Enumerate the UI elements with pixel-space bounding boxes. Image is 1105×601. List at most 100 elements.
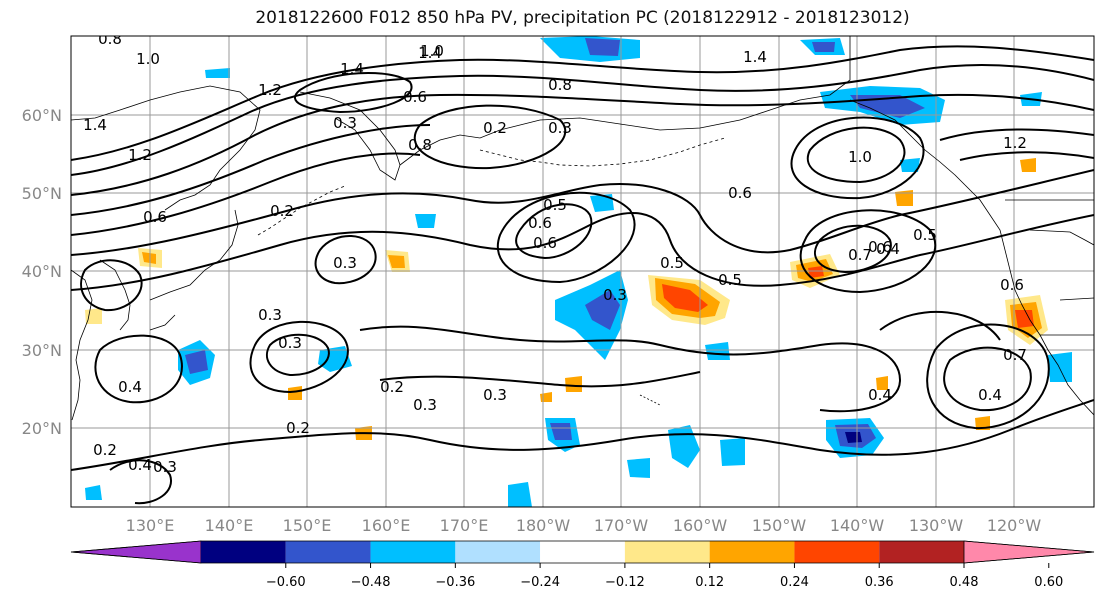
contour-label: 0.7 bbox=[1003, 346, 1027, 364]
contour-label: 1.4 bbox=[743, 48, 767, 66]
contour-label: 0.2 bbox=[270, 202, 294, 220]
pv-contour bbox=[790, 116, 925, 200]
contour-label: 0.6 bbox=[1000, 276, 1024, 294]
latitude-labels: 60°N 50°N 40°N 30°N 20°N bbox=[22, 106, 62, 438]
latitude-label: 40°N bbox=[22, 262, 62, 281]
precip-negative bbox=[1048, 352, 1072, 382]
precip-positive bbox=[1015, 310, 1034, 328]
contour-label: 0.2 bbox=[286, 419, 310, 437]
precip-negative bbox=[720, 438, 745, 466]
contour-label: 0.8 bbox=[98, 30, 122, 48]
precip-negative bbox=[705, 342, 730, 360]
contour-label: 0.2 bbox=[93, 441, 117, 459]
precip-negative bbox=[185, 350, 208, 374]
contour-label: 0.3 bbox=[413, 396, 437, 414]
colorbar-swatch bbox=[709, 541, 795, 563]
precip-negative bbox=[415, 214, 436, 228]
contour-label: 0.8 bbox=[548, 76, 572, 94]
precip-negative bbox=[845, 432, 862, 443]
contour-label: 0.7 bbox=[848, 246, 872, 264]
colorbar-swatch bbox=[879, 541, 964, 563]
contour-label: 1.4 bbox=[83, 116, 107, 134]
pv-contour bbox=[799, 209, 937, 294]
longitude-label: 180°W bbox=[516, 516, 571, 535]
contour-labels: 0.81.0 1.41.41.0 1.41.2 0.80.60.3 0.2 0.30.60… bbox=[83, 30, 1027, 476]
longitude-labels: 130°E 140°E 150°E 160°E 170°E 180°W 170°W 160°W… bbox=[126, 516, 1042, 535]
longitude-label: 120°W bbox=[987, 516, 1042, 535]
pv-contour bbox=[71, 212, 1094, 291]
colorbar-swatch bbox=[624, 541, 710, 563]
precip-positive bbox=[142, 252, 156, 264]
precip-negative bbox=[850, 95, 925, 118]
precip-negative bbox=[585, 38, 620, 56]
precip-negative bbox=[590, 194, 614, 212]
contour-label: 0.6 bbox=[868, 238, 892, 256]
pv-contour bbox=[379, 371, 701, 388]
precip-negative bbox=[85, 485, 102, 500]
precip-negative bbox=[585, 290, 620, 330]
pv-contour bbox=[71, 152, 421, 236]
precip-negative bbox=[550, 423, 572, 440]
pv-contour bbox=[879, 310, 1001, 341]
contour-label: 0.3 bbox=[603, 286, 627, 304]
pv-contour bbox=[314, 235, 377, 285]
precip-positive bbox=[662, 284, 708, 312]
colorbar-swatch bbox=[370, 541, 456, 563]
colorbar-swatch bbox=[201, 541, 286, 563]
contour-label: 0.5 bbox=[913, 226, 937, 244]
pv-contours bbox=[71, 45, 1094, 505]
longitude-label: 150°W bbox=[752, 516, 807, 535]
colorbar-swatch bbox=[455, 541, 541, 563]
precip-positive bbox=[895, 190, 913, 206]
map-frame bbox=[70, 35, 1095, 508]
longitude-label: 170°E bbox=[440, 516, 489, 535]
precip-negative bbox=[812, 42, 835, 52]
pv-contour bbox=[515, 203, 593, 260]
colorbar-tick-label: 0.24 bbox=[780, 575, 809, 590]
longitude-label: 160°W bbox=[673, 516, 728, 535]
map-title: 2018122600 F012 850 hPa PV, precipitatio… bbox=[255, 8, 910, 28]
contour-label: 0.4 bbox=[876, 240, 900, 258]
pv-contour bbox=[496, 191, 636, 284]
colorbar-tick-label: 0.36 bbox=[865, 575, 894, 590]
contour-label: 0.6 bbox=[533, 234, 557, 252]
contour-label: 0.8 bbox=[408, 136, 432, 154]
contour-label: 0.4 bbox=[118, 378, 142, 396]
pv-contour bbox=[71, 64, 1094, 176]
contour-label: 0.4 bbox=[128, 456, 152, 474]
precip-positive bbox=[808, 266, 824, 278]
contour-label: 0.4 bbox=[978, 386, 1002, 404]
contour-label: 0.6 bbox=[403, 88, 427, 106]
longitude-label: 170°W bbox=[594, 516, 649, 535]
contour-label: 0.3 bbox=[483, 386, 507, 404]
pv-contour bbox=[959, 151, 1094, 161]
colorbar-tick-label: 0.12 bbox=[695, 575, 724, 590]
contour-label: 0.2 bbox=[483, 119, 507, 137]
colorbar-extend-low bbox=[70, 540, 202, 564]
contour-label: 1.2 bbox=[1003, 134, 1027, 152]
colorbar-tick-label: 0.48 bbox=[950, 575, 979, 590]
latitude-label: 60°N bbox=[22, 106, 62, 125]
longitude-label: 140°E bbox=[205, 516, 254, 535]
pv-contour bbox=[413, 104, 567, 170]
latitude-label: 20°N bbox=[22, 419, 62, 438]
precip-negative bbox=[627, 458, 650, 478]
contour-label: 0.3 bbox=[153, 458, 177, 476]
pv-contour bbox=[71, 93, 1094, 196]
contour-label: 0.3 bbox=[548, 119, 572, 137]
contour-label: 1.2 bbox=[128, 146, 152, 164]
precip-positive bbox=[388, 255, 405, 268]
colorbar-tick-label: −0.48 bbox=[351, 575, 391, 590]
longitude-label: 150°E bbox=[283, 516, 332, 535]
contour-label: 0.4 bbox=[868, 386, 892, 404]
precip-positive bbox=[876, 376, 888, 390]
contour-label: 1.4 bbox=[340, 60, 364, 78]
precip-positive bbox=[288, 386, 302, 400]
longitude-label: 140°W bbox=[830, 516, 885, 535]
contour-label: 0.3 bbox=[333, 254, 357, 272]
pv-contour bbox=[71, 45, 1094, 161]
colorbar-tick-label: −0.60 bbox=[266, 575, 306, 590]
colorbar-tick-label: −0.24 bbox=[520, 575, 560, 590]
contour-label: 1.0 bbox=[420, 42, 444, 60]
